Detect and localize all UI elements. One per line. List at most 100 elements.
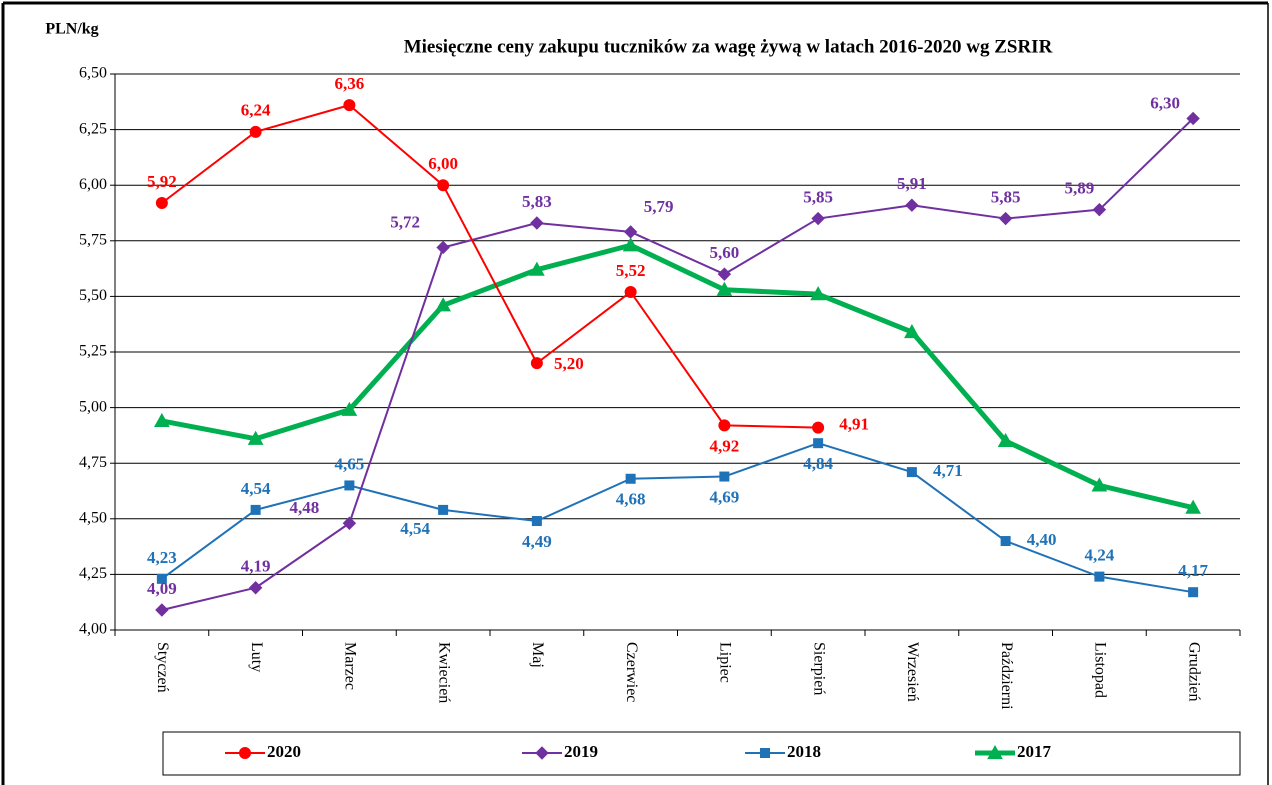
marker bbox=[987, 744, 1003, 760]
data-label: 5,85 bbox=[991, 187, 1021, 206]
legend-box bbox=[162, 731, 1241, 776]
marker bbox=[812, 421, 825, 434]
data-label: 5,72 bbox=[390, 212, 420, 231]
y-tick-label: 4,50 bbox=[79, 509, 107, 526]
chart-title: Miesięczne ceny zakupu tuczników za wagę… bbox=[404, 36, 1053, 57]
marker bbox=[247, 430, 264, 445]
y-tick-label: 5,00 bbox=[79, 398, 107, 415]
data-label: 6,30 bbox=[1150, 93, 1180, 112]
marker bbox=[998, 211, 1013, 226]
data-label: 4,23 bbox=[147, 548, 177, 567]
x-tick-label: Maj bbox=[529, 642, 546, 668]
marker bbox=[342, 516, 357, 530]
x-tick-label: Styczeń bbox=[154, 642, 171, 693]
marker bbox=[811, 211, 825, 226]
data-label: 6,24 bbox=[241, 101, 271, 120]
series-line bbox=[161, 242, 1194, 511]
marker bbox=[1092, 202, 1107, 217]
data-label: 5,52 bbox=[616, 261, 646, 280]
x-tick-label: Listopad bbox=[1092, 642, 1109, 698]
marker bbox=[1185, 499, 1201, 514]
marker bbox=[719, 471, 730, 482]
marker bbox=[904, 323, 920, 339]
x-tick-label: Grudzień bbox=[1185, 642, 1202, 702]
x-tick-label: Marzec bbox=[342, 642, 359, 690]
data-label: 4,65 bbox=[335, 454, 365, 473]
legend-label: 2018 bbox=[787, 742, 821, 761]
legend-label: 2019 bbox=[564, 742, 598, 761]
marker bbox=[250, 504, 261, 515]
x-tick-label: Lipiec bbox=[717, 642, 734, 683]
y-tick-label: 6,25 bbox=[79, 120, 107, 137]
legend-label: 2017 bbox=[1017, 742, 1052, 761]
data-label: 4,17 bbox=[1178, 561, 1208, 580]
data-label: 6,36 bbox=[335, 74, 365, 93]
marker bbox=[622, 237, 639, 252]
marker bbox=[344, 480, 355, 491]
data-label: 5,92 bbox=[147, 172, 177, 191]
data-label: 4,91 bbox=[839, 415, 869, 434]
marker bbox=[239, 747, 251, 759]
data-label: 4,68 bbox=[616, 490, 646, 509]
marker bbox=[156, 573, 167, 584]
data-label: 4,54 bbox=[241, 479, 271, 498]
data-label: 5,83 bbox=[522, 192, 552, 211]
marker bbox=[438, 504, 449, 515]
marker bbox=[1091, 477, 1108, 492]
marker bbox=[1000, 536, 1011, 547]
data-label: 4,24 bbox=[1085, 546, 1115, 565]
marker bbox=[623, 225, 638, 239]
data-label: 6,00 bbox=[428, 154, 458, 173]
marker bbox=[249, 125, 262, 138]
marker bbox=[905, 198, 919, 212]
data-label: 5,85 bbox=[803, 187, 833, 206]
data-label: 5,79 bbox=[644, 197, 674, 216]
marker bbox=[717, 267, 732, 281]
y-tick-label: 4,00 bbox=[79, 621, 107, 638]
marker bbox=[1188, 587, 1199, 598]
data-label: 4,54 bbox=[400, 519, 430, 538]
marker bbox=[997, 432, 1014, 448]
data-label: 4,40 bbox=[1027, 530, 1057, 549]
x-tick-label: Czerwiec bbox=[623, 642, 640, 702]
legend-label: 2020 bbox=[267, 742, 301, 761]
marker bbox=[760, 748, 770, 758]
marker bbox=[529, 261, 545, 276]
marker bbox=[435, 297, 451, 312]
marker bbox=[436, 240, 450, 255]
marker bbox=[810, 286, 826, 301]
data-label: 5,20 bbox=[554, 354, 584, 373]
marker bbox=[1186, 111, 1200, 126]
data-label: 4,92 bbox=[710, 436, 740, 455]
marker bbox=[530, 216, 544, 230]
data-label: 4,48 bbox=[290, 498, 320, 517]
data-label: 4,84 bbox=[803, 454, 833, 473]
series-line bbox=[161, 117, 1194, 611]
marker bbox=[530, 357, 543, 370]
y-tick-label: 6,00 bbox=[79, 176, 107, 193]
marker bbox=[155, 603, 169, 617]
marker bbox=[341, 401, 358, 416]
marker bbox=[718, 419, 731, 432]
marker bbox=[531, 516, 542, 527]
y-tick-label: 6,50 bbox=[79, 65, 107, 82]
marker bbox=[716, 281, 733, 296]
data-label: 5,89 bbox=[1065, 179, 1095, 198]
x-tick-label: Luty bbox=[248, 642, 265, 672]
data-label: 4,19 bbox=[241, 557, 271, 576]
y-tick-label: 4,75 bbox=[79, 454, 107, 471]
marker bbox=[437, 179, 450, 192]
marker bbox=[1094, 571, 1105, 582]
data-label: 4,71 bbox=[933, 461, 963, 480]
x-tick-label: Sierpień bbox=[810, 642, 827, 695]
y-tick-label: 5,50 bbox=[79, 287, 107, 304]
data-label: 4,49 bbox=[522, 532, 552, 551]
data-label: 4,09 bbox=[147, 579, 177, 598]
series-line bbox=[161, 442, 1194, 594]
data-label: 4,69 bbox=[710, 487, 740, 506]
marker bbox=[248, 581, 263, 595]
data-label: 5,60 bbox=[710, 243, 740, 262]
y-tick-label: 4,25 bbox=[79, 565, 107, 582]
marker bbox=[154, 412, 170, 428]
